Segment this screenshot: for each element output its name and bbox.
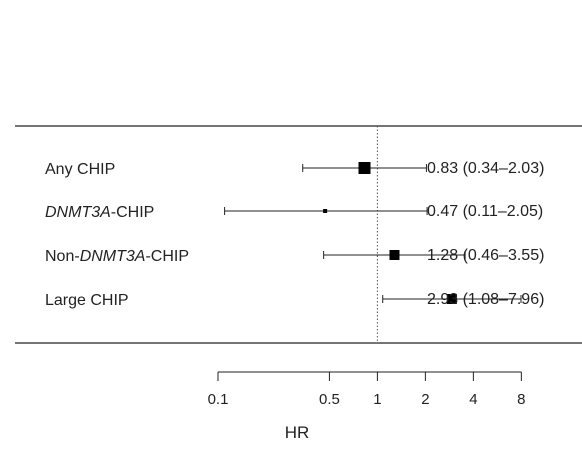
forest-row: DNMT3A-CHIP 0.47 (0.11–2.05) (45, 203, 543, 221)
forest-rows: Any CHIP 0.83 (0.34–2.03) DNMT3A-CHIP 0.47 … (45, 160, 544, 309)
hr-marker (389, 250, 400, 260)
forest-row: Non-DNMT3A-CHIP 1.28 (0.46–3.55) (45, 247, 544, 265)
x-axis-title: HR (285, 423, 310, 442)
row-label: DNMT3A-CHIP (45, 204, 154, 221)
forest-row: Any CHIP 0.83 (0.34–2.03) (45, 160, 544, 178)
hr-marker (446, 294, 457, 304)
hr-value-text: 2.93 (1.08–7.96) (427, 291, 544, 308)
x-axis: 0.1 0.5 1 2 4 8 (208, 371, 526, 408)
hr-marker (323, 209, 328, 213)
tick-label: 2 (421, 391, 429, 408)
hr-value-text: 0.47 (0.11–2.05) (427, 203, 543, 220)
hr-marker (358, 162, 371, 174)
row-label: Any CHIP (45, 161, 115, 178)
hr-value-text: 0.83 (0.34–2.03) (427, 160, 544, 177)
tick-label: 8 (517, 391, 525, 408)
hr-value-text: 1.28 (0.46–3.55) (427, 247, 544, 264)
forest-row: Large CHIP 2.93 (1.08–7.96) (45, 291, 544, 309)
tick-label: 0.5 (319, 391, 340, 408)
row-label: Non-DNMT3A-CHIP (45, 248, 189, 265)
tick-label: 0.1 (208, 391, 229, 408)
tick-label: 4 (469, 391, 477, 408)
tick-label: 1 (373, 391, 381, 408)
row-label: Large CHIP (45, 292, 129, 309)
